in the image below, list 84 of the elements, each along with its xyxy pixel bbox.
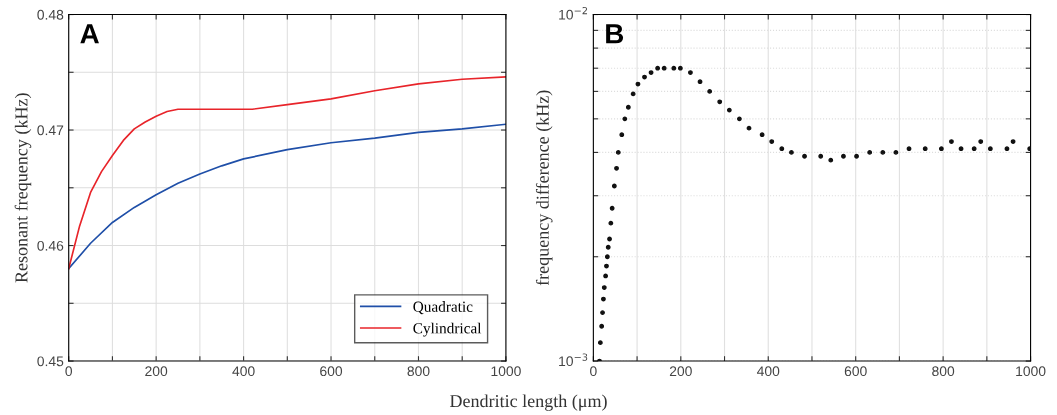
y-tick-label: 10$^{−3}$ xyxy=(559,353,588,367)
point xyxy=(971,146,977,152)
point xyxy=(1027,146,1031,152)
point xyxy=(1010,139,1016,144)
line-series xyxy=(68,123,506,270)
point xyxy=(601,296,606,302)
x-tick-label: 200 xyxy=(145,366,168,377)
point xyxy=(661,65,667,71)
point xyxy=(736,116,742,122)
x-tick-label: 0 xyxy=(65,366,73,377)
point xyxy=(769,139,775,144)
point xyxy=(906,146,912,152)
x-tick-label: 800 xyxy=(407,366,430,377)
point xyxy=(608,220,614,226)
point xyxy=(597,358,602,362)
point xyxy=(949,139,954,144)
point xyxy=(615,150,621,155)
point xyxy=(604,263,609,269)
x-tick-label: 400 xyxy=(232,366,255,377)
annotation: B xyxy=(606,24,624,44)
point xyxy=(867,150,873,155)
x-tick-label: 600 xyxy=(320,366,343,377)
point xyxy=(854,153,859,159)
point xyxy=(707,89,713,94)
point xyxy=(600,310,605,315)
point xyxy=(1004,146,1010,152)
point xyxy=(978,139,984,144)
point xyxy=(880,150,886,155)
point xyxy=(789,150,794,155)
point xyxy=(655,65,661,71)
point xyxy=(677,65,683,71)
point xyxy=(630,91,636,97)
y-tick-label: 0.47 xyxy=(37,125,64,136)
point xyxy=(611,183,617,189)
legend-label: Cylindrical xyxy=(413,322,482,337)
point xyxy=(609,205,615,211)
point xyxy=(605,244,611,250)
y-axis-title: frequency difference (kHz) xyxy=(535,90,553,286)
point xyxy=(893,150,899,155)
y-tick-label: 0.45 xyxy=(37,356,64,367)
point xyxy=(958,146,964,152)
x-tick-label: 0 xyxy=(590,366,597,377)
point xyxy=(697,79,703,85)
line-series xyxy=(68,76,506,270)
y-tick-label: 10$^{−2}$ xyxy=(559,6,588,20)
x-tick-label: 200 xyxy=(669,366,692,377)
point xyxy=(717,99,723,105)
x-tick-label: 800 xyxy=(932,366,955,377)
point xyxy=(601,285,607,290)
point xyxy=(607,236,612,242)
point xyxy=(841,153,846,159)
point xyxy=(599,323,605,329)
point xyxy=(619,132,625,138)
point xyxy=(671,65,677,71)
point xyxy=(604,254,610,260)
x-tick-label: 600 xyxy=(844,366,867,377)
point xyxy=(759,132,765,138)
point xyxy=(938,146,944,152)
point xyxy=(648,70,654,75)
point xyxy=(818,153,824,159)
point xyxy=(642,74,647,80)
point xyxy=(688,70,693,75)
y-axis-title: Resonant frequency (kHz) xyxy=(14,93,32,283)
x-axis-title: Dendritic length (μm) xyxy=(449,394,607,411)
legend-label: Quadratic xyxy=(413,301,473,315)
point xyxy=(635,81,641,87)
point xyxy=(625,104,631,110)
point xyxy=(622,116,628,122)
y-tick-label: 0.46 xyxy=(37,240,64,251)
point xyxy=(802,153,807,159)
x-tick-label: 1000 xyxy=(1016,366,1046,377)
point xyxy=(726,107,732,113)
point xyxy=(828,157,834,163)
x-tick-label: 400 xyxy=(756,366,780,377)
point xyxy=(987,146,993,152)
point xyxy=(603,273,608,279)
point xyxy=(597,340,603,346)
point xyxy=(614,165,619,171)
point xyxy=(746,125,752,131)
point xyxy=(779,146,785,152)
annotation: A xyxy=(80,24,99,44)
point xyxy=(922,146,928,152)
x-tick-label: 1000 xyxy=(491,366,521,377)
y-tick-label: 0.48 xyxy=(37,9,64,20)
